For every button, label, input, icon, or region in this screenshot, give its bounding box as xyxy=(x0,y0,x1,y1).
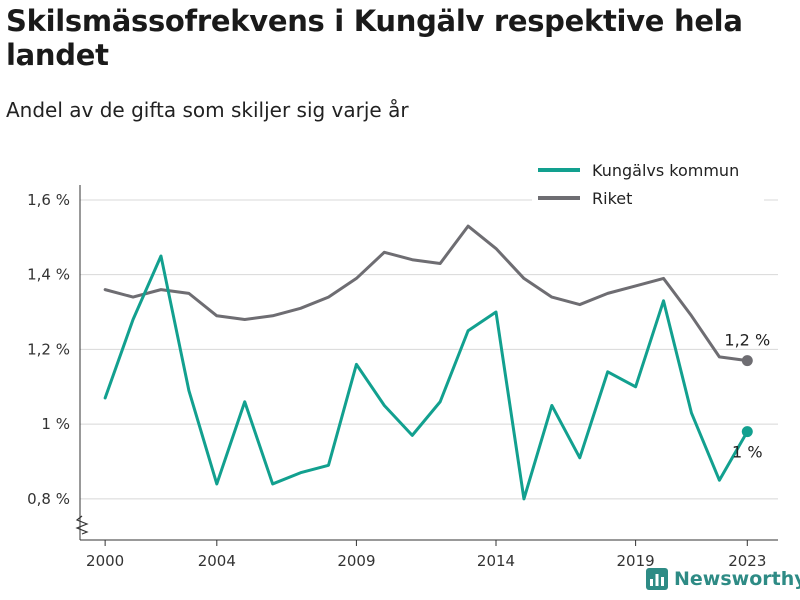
bar-chart-icon xyxy=(646,568,668,590)
x-tick-label: 2014 xyxy=(477,552,515,570)
chart-title: Skilsmässofrekvens i Kungälv respektive … xyxy=(6,4,743,72)
x-tick-label: 2023 xyxy=(728,552,766,570)
series-line-kungalv xyxy=(103,254,749,501)
series-line-riket xyxy=(103,224,749,363)
x-tick-label: 2009 xyxy=(337,552,375,570)
y-tick-label: 0,8 % xyxy=(27,490,70,508)
x-tick-label: 2004 xyxy=(198,552,236,570)
legend-box xyxy=(532,155,764,213)
brand-name: Newsworthy xyxy=(674,568,800,590)
end-label-riket: 1,2 % xyxy=(724,331,770,350)
x-tick-label: 2000 xyxy=(86,552,124,570)
chart-subtitle: Andel av de gifta som skiljer sig varje … xyxy=(6,98,409,122)
y-tick-label: 1 % xyxy=(41,415,70,433)
x-tick-label: 2019 xyxy=(617,552,655,570)
y-tick-label: 1,2 % xyxy=(27,340,70,358)
end-point-kungalv xyxy=(741,426,753,438)
newsworthy-logo: Newsworthy xyxy=(646,568,800,590)
end-label-kungalv: 1 % xyxy=(732,443,762,462)
axis-break-icon xyxy=(75,515,89,535)
legend-label-riket: Riket xyxy=(592,189,632,208)
y-tick-label: 1,6 % xyxy=(27,191,70,209)
y-tick-label: 1,4 % xyxy=(27,266,70,284)
legend-label-kungalv: Kungälvs kommun xyxy=(592,161,739,180)
end-point-riket xyxy=(741,355,753,367)
